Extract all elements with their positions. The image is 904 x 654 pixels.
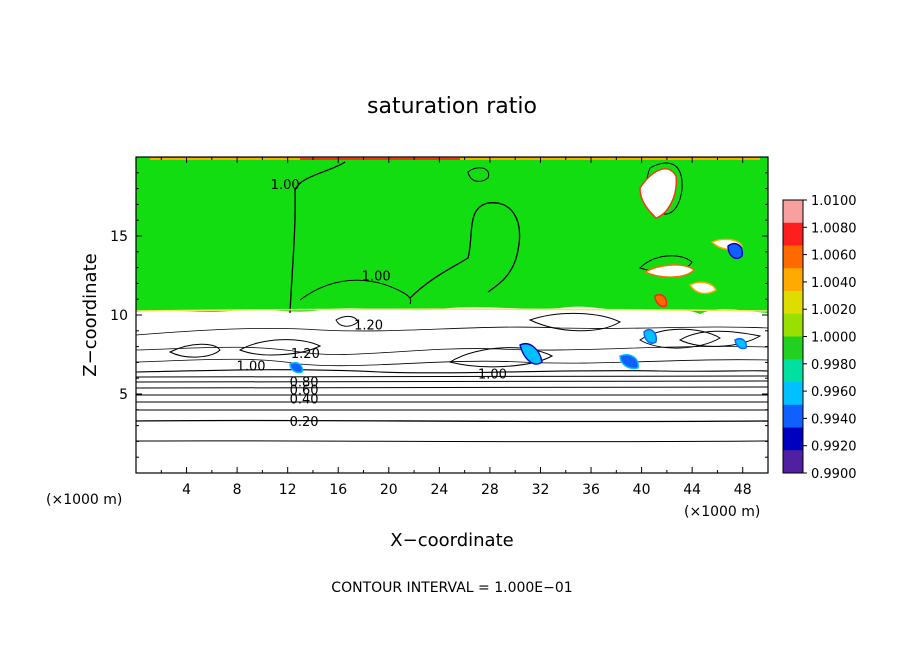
anomaly-patch xyxy=(734,338,748,350)
colorbar-label: 0.9980 xyxy=(811,358,857,373)
anomaly-patch xyxy=(727,242,743,260)
contour-line xyxy=(678,330,762,347)
contour-label: 1.00 xyxy=(478,367,507,382)
colorbar-swatch xyxy=(783,222,803,246)
contour-label: 1.00 xyxy=(271,178,300,193)
anomaly-patch xyxy=(289,362,304,374)
anomaly-patch xyxy=(688,281,717,295)
colorbar-swatch xyxy=(783,382,803,406)
colorbar-swatch xyxy=(783,200,803,224)
colorbar-label: 1.0000 xyxy=(811,331,857,346)
contour-line xyxy=(467,167,490,182)
contour-label: 1.20 xyxy=(291,347,320,362)
x-tick-label: 24 xyxy=(430,482,448,498)
colorbar-swatch xyxy=(783,336,803,360)
colorbar-swatch xyxy=(783,291,803,315)
colorbar-swatch xyxy=(783,359,803,383)
x-tick-label: 4 xyxy=(182,482,191,498)
y-tick-label: 5 xyxy=(119,387,128,403)
anomaly-patch xyxy=(639,168,677,219)
cloud-edge xyxy=(135,308,769,312)
x-tick-label: 8 xyxy=(233,482,242,498)
contour-line xyxy=(135,345,769,355)
contour-line xyxy=(299,279,412,305)
contour-line xyxy=(448,347,554,368)
colorbar-label: 0.9960 xyxy=(811,385,857,400)
contour-line xyxy=(135,369,769,374)
colorbar-label: 1.0100 xyxy=(811,194,857,209)
contour-line xyxy=(528,313,622,332)
x-tick-label: 48 xyxy=(734,482,752,498)
anomaly-patch xyxy=(643,264,696,278)
contour-line xyxy=(289,161,346,314)
x-tick-label: 20 xyxy=(380,482,398,498)
contour-line xyxy=(335,315,359,327)
colorbar-label: 1.0040 xyxy=(811,276,857,291)
x-axis: 4 8 12 16 20 24 28 32 36 40 44 48 xyxy=(160,157,752,498)
contour-lines xyxy=(135,161,769,443)
colorbar-label: 0.9920 xyxy=(811,440,857,455)
contour-line xyxy=(135,419,769,423)
lower-region-fill xyxy=(136,313,768,473)
x-tick-label: 36 xyxy=(582,482,600,498)
contour-line xyxy=(135,380,769,383)
anomaly-patch xyxy=(643,328,658,344)
anomaly-patch xyxy=(619,354,639,370)
contour-line xyxy=(135,375,769,378)
colorbar-label: 0.9940 xyxy=(811,412,857,427)
y-tick-label: 10 xyxy=(110,308,128,324)
anomaly-patch xyxy=(519,343,543,365)
contour-line xyxy=(135,326,769,336)
x-tick-label: 44 xyxy=(683,482,701,498)
contour-label: 1.00 xyxy=(362,270,391,285)
colorbar-swatch xyxy=(783,268,803,292)
contour-label: 0.20 xyxy=(290,415,319,430)
x-tick-label: 16 xyxy=(329,482,347,498)
contour-interval-note: CONTOUR INTERVAL = 1.000E−01 xyxy=(331,580,572,596)
colorbar-swatch xyxy=(783,427,803,451)
colorbar-label: 1.0060 xyxy=(811,249,857,264)
saturation-anomalies xyxy=(135,158,769,374)
chart-title: saturation ratio xyxy=(367,94,537,119)
contour-line xyxy=(135,386,769,389)
y-tick-label: 15 xyxy=(110,229,128,245)
colorbar-label: 1.0020 xyxy=(811,303,857,318)
contour-label: 1.20 xyxy=(354,318,383,333)
contour-labels: 1.00 1.00 1.20 1.00 1.20 1.00 0.800.600.40 0.20 xyxy=(237,178,507,430)
contour-label: 0.40 xyxy=(290,393,319,408)
x-unit-right: (×1000 m) xyxy=(684,504,760,520)
colorbar-swatch xyxy=(783,404,803,428)
contour-line xyxy=(639,328,721,349)
x-tick-label: 12 xyxy=(279,482,297,498)
colorbar-label: 1.0080 xyxy=(811,221,857,236)
contour-line xyxy=(168,343,221,358)
contour-line xyxy=(135,440,769,443)
plot-area: 1.00 1.00 1.20 1.00 1.20 1.00 0.800.600.40 0.20 xyxy=(135,156,769,474)
y-axis: 5 10 15 xyxy=(110,172,768,458)
x-axis-title: X−coordinate xyxy=(390,530,513,551)
colorbar: 1.0100 1.0080 1.0060 1.0040 1.0020 1.0000 0.99… xyxy=(782,194,857,482)
contour-label: 0.80 xyxy=(290,375,319,390)
contour-line xyxy=(409,202,521,299)
contour-label: 0.60 xyxy=(290,383,319,398)
colorbar-swatch xyxy=(783,450,803,474)
x-tick-label: 28 xyxy=(481,482,499,498)
colorbar-swatch xyxy=(783,313,803,337)
y-axis-title: Z−coordinate xyxy=(80,253,101,376)
x-unit-left: (×1000 m) xyxy=(46,492,122,508)
contour-label: 1.00 xyxy=(237,360,266,375)
contour-line xyxy=(135,358,769,367)
anomaly-patch xyxy=(654,294,668,308)
contour-line xyxy=(238,339,322,356)
x-tick-label: 40 xyxy=(633,482,651,498)
colorbar-label: 0.9900 xyxy=(811,467,857,482)
colorbar-swatch xyxy=(783,245,803,269)
cloud-region-fill xyxy=(136,157,768,314)
x-tick-label: 32 xyxy=(532,482,550,498)
